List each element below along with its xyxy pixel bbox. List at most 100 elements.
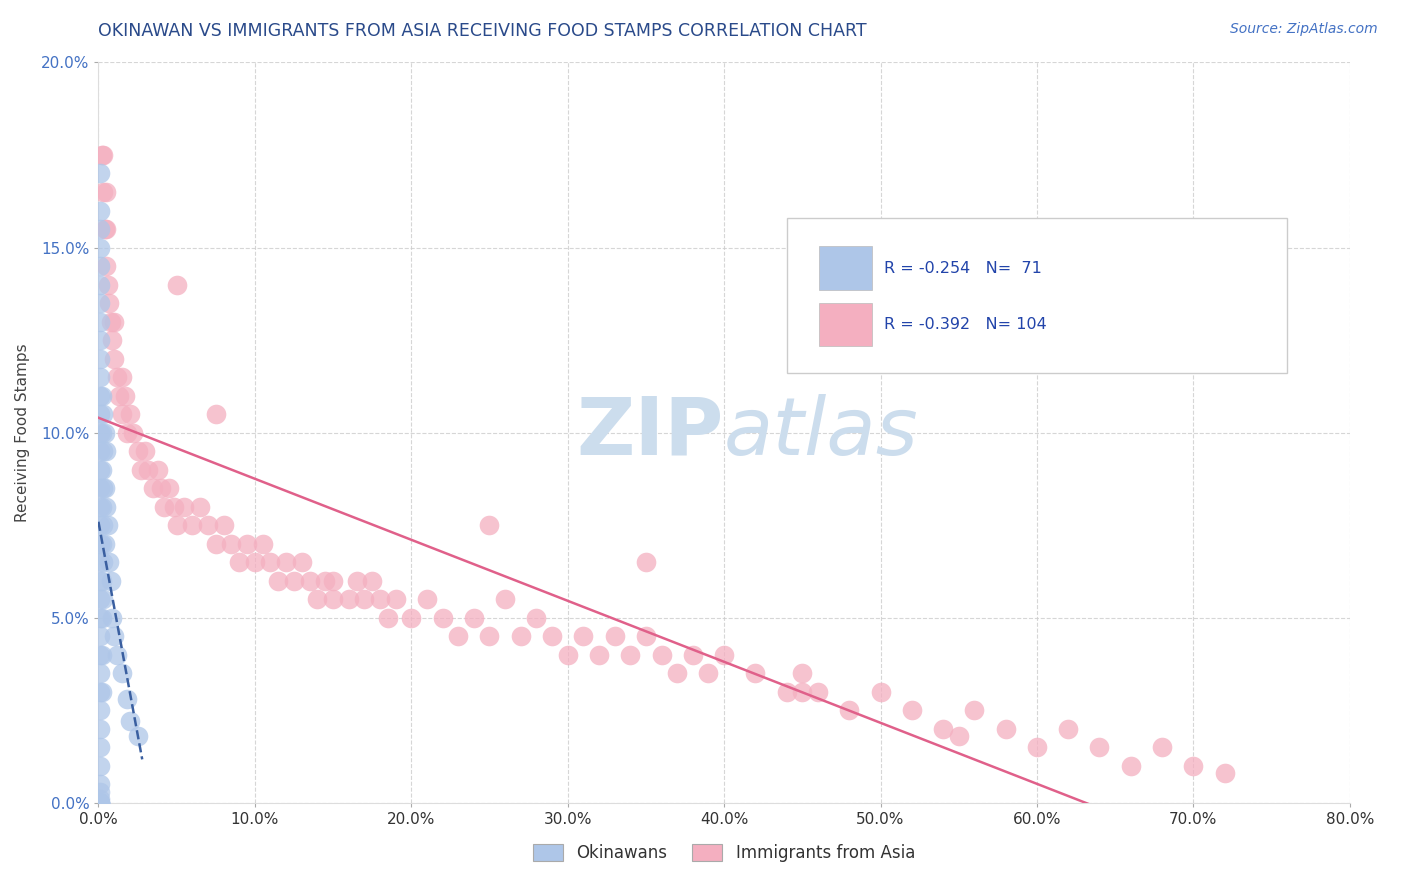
- Point: [377, 610, 399, 624]
- Point: [103, 314, 125, 328]
- Point: [91, 444, 114, 458]
- Text: Source: ZipAtlas.com: Source: ZipAtlas.com: [1230, 22, 1378, 37]
- Point: [93, 222, 115, 236]
- Point: [118, 407, 141, 421]
- Point: [90, 148, 112, 162]
- Point: [89, 536, 111, 550]
- Point: [89, 222, 111, 236]
- Point: [97, 277, 120, 292]
- Point: [447, 629, 470, 643]
- Point: [91, 481, 114, 495]
- Point: [792, 685, 814, 699]
- Point: [89, 462, 111, 476]
- Point: [146, 462, 169, 476]
- Point: [384, 592, 406, 607]
- Point: [90, 462, 112, 476]
- Point: [353, 592, 375, 607]
- Point: [197, 518, 219, 533]
- Point: [89, 240, 111, 255]
- Point: [89, 685, 111, 699]
- Point: [994, 722, 1017, 736]
- Point: [932, 722, 955, 736]
- Point: [478, 629, 501, 643]
- Point: [463, 610, 485, 624]
- Point: [89, 796, 111, 810]
- Point: [346, 574, 368, 588]
- Point: [89, 785, 111, 799]
- Point: [91, 407, 114, 421]
- Point: [96, 185, 118, 199]
- Point: [101, 333, 124, 347]
- Point: [111, 666, 134, 681]
- Point: [236, 536, 259, 550]
- Point: [89, 333, 111, 347]
- Point: [212, 518, 235, 533]
- Text: OKINAWAN VS IMMIGRANTS FROM ASIA RECEIVING FOOD STAMPS CORRELATION CHART: OKINAWAN VS IMMIGRANTS FROM ASIA RECEIVI…: [98, 22, 868, 40]
- FancyBboxPatch shape: [820, 302, 872, 346]
- Point: [963, 703, 986, 717]
- Point: [509, 629, 531, 643]
- Point: [1182, 758, 1205, 772]
- Point: [89, 166, 111, 180]
- Point: [103, 629, 125, 643]
- Point: [90, 536, 112, 550]
- Point: [252, 536, 274, 550]
- Point: [89, 703, 111, 717]
- Point: [283, 574, 305, 588]
- Point: [89, 796, 111, 810]
- Point: [314, 574, 336, 588]
- Point: [162, 500, 184, 514]
- Point: [89, 277, 111, 292]
- Point: [173, 500, 195, 514]
- Point: [368, 592, 391, 607]
- Point: [90, 425, 112, 440]
- Point: [792, 666, 814, 681]
- Point: [89, 796, 111, 810]
- Point: [100, 574, 122, 588]
- Point: [682, 648, 704, 662]
- Point: [89, 777, 111, 791]
- Point: [111, 407, 134, 421]
- Point: [90, 388, 112, 402]
- Point: [188, 500, 211, 514]
- Point: [142, 481, 165, 495]
- Point: [89, 444, 111, 458]
- Point: [91, 555, 114, 569]
- Point: [204, 536, 226, 550]
- Point: [166, 277, 188, 292]
- Point: [157, 481, 180, 495]
- Point: [127, 444, 149, 458]
- Point: [166, 518, 188, 533]
- Point: [89, 555, 111, 569]
- Point: [634, 629, 657, 643]
- Point: [127, 729, 149, 743]
- Point: [619, 648, 641, 662]
- Point: [111, 370, 134, 384]
- Point: [90, 685, 112, 699]
- Point: [98, 296, 121, 310]
- Point: [713, 648, 735, 662]
- Point: [96, 259, 118, 273]
- Point: [93, 481, 115, 495]
- Point: [89, 314, 111, 328]
- Point: [150, 481, 173, 495]
- Point: [526, 610, 548, 624]
- Point: [1152, 740, 1174, 755]
- Point: [89, 592, 111, 607]
- Point: [89, 518, 111, 533]
- Point: [91, 518, 114, 533]
- Point: [91, 148, 114, 162]
- Point: [90, 500, 112, 514]
- Point: [89, 740, 111, 755]
- Point: [97, 518, 120, 533]
- Point: [322, 592, 344, 607]
- Point: [89, 629, 111, 643]
- FancyBboxPatch shape: [820, 246, 872, 290]
- Text: R = -0.392   N= 104: R = -0.392 N= 104: [884, 317, 1047, 332]
- Point: [900, 703, 922, 717]
- Point: [107, 388, 129, 402]
- Point: [100, 314, 122, 328]
- FancyBboxPatch shape: [787, 218, 1288, 374]
- Point: [118, 714, 141, 729]
- Point: [89, 296, 111, 310]
